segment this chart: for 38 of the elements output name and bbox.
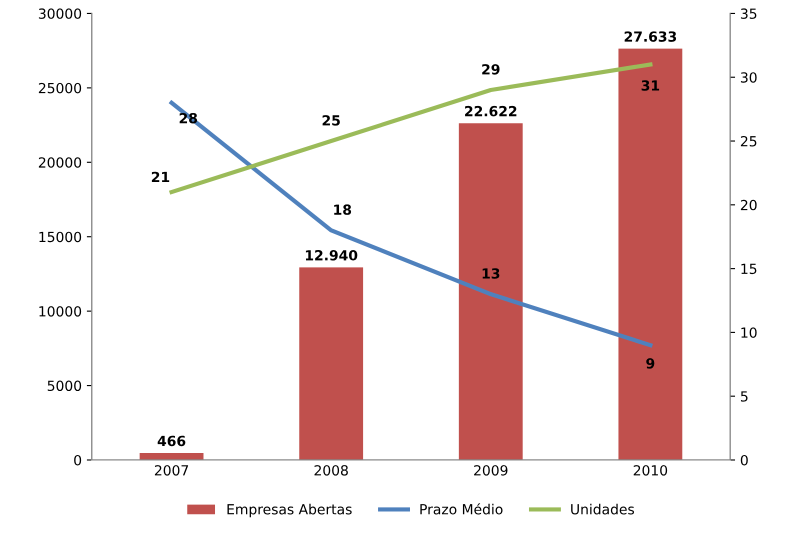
bar	[140, 453, 204, 460]
y2-tick-label: 35	[740, 8, 756, 19]
data-label: 466	[158, 436, 186, 446]
x-tick-label: 2008	[314, 465, 348, 476]
data-label: 29	[482, 64, 500, 75]
data-label: 25	[322, 115, 340, 126]
y2-tick-label: 25	[740, 136, 756, 147]
y-tick-label: 30000	[38, 8, 82, 19]
x-tick-label: 2010	[634, 465, 668, 476]
y2-tick-label: 15	[741, 264, 756, 274]
legend-label: Unidades	[571, 504, 634, 514]
x-tick-label: 2007	[154, 465, 188, 476]
bar	[299, 267, 364, 460]
y2-tick-label: 0	[740, 454, 748, 466]
y-tick-label: 25000	[38, 82, 82, 94]
y-tick-label: 10000	[39, 306, 82, 317]
bar	[458, 123, 523, 460]
legend-label: Prazo Médio	[420, 503, 503, 514]
y2-tick-label: 5	[740, 391, 748, 402]
data-label: 31	[642, 80, 660, 91]
y-tick-label: 15000	[39, 232, 82, 242]
bar	[618, 48, 682, 460]
y2-tick-label: 20	[740, 200, 757, 210]
data-label: 27.633	[624, 31, 676, 42]
y2-tick-label: 10	[741, 327, 757, 338]
data-label: 12.940	[306, 250, 358, 261]
line-series	[169, 100, 652, 348]
y-tick-label: 0	[74, 454, 82, 466]
x-tick-label: 2009	[474, 465, 508, 476]
data-label: 9	[646, 358, 654, 369]
y-tick-label: 5000	[48, 380, 82, 392]
data-label: 21	[152, 172, 170, 182]
legend-label: Empresas Abertas	[227, 504, 352, 518]
data-label: 18	[334, 204, 352, 215]
y-tick-label: 20000	[38, 157, 82, 168]
y2-tick-label: 30	[740, 72, 757, 83]
data-label: 13	[482, 268, 500, 279]
data-label: 22.622	[465, 106, 516, 116]
